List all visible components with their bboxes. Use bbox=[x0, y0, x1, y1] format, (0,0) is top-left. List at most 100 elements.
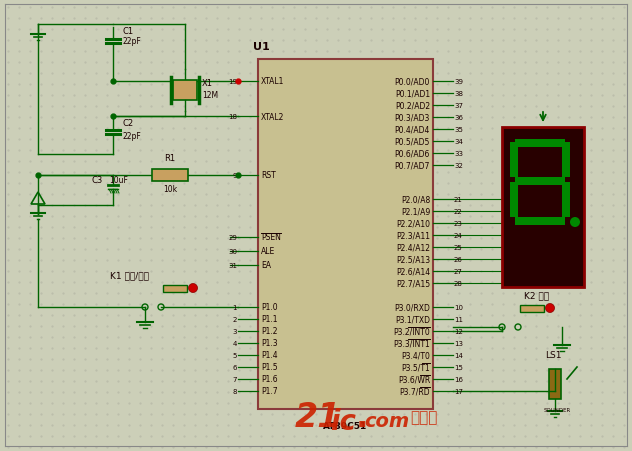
Text: P1.3: P1.3 bbox=[261, 339, 277, 348]
Bar bbox=[163, 285, 187, 292]
Circle shape bbox=[570, 217, 580, 227]
Text: P2.7/A15: P2.7/A15 bbox=[396, 279, 430, 288]
Text: 22pF: 22pF bbox=[122, 37, 141, 46]
Text: P2.0/A8: P2.0/A8 bbox=[401, 195, 430, 204]
Bar bbox=[502, 128, 584, 287]
Bar bbox=[152, 170, 188, 182]
Text: 31: 31 bbox=[228, 262, 237, 268]
Text: P3.5/T1: P3.5/T1 bbox=[401, 363, 430, 372]
Circle shape bbox=[188, 284, 198, 293]
Text: 11: 11 bbox=[454, 316, 463, 322]
Bar bbox=[515, 178, 565, 186]
Text: XTAL2: XTAL2 bbox=[261, 112, 284, 121]
Text: P1.1: P1.1 bbox=[261, 315, 277, 324]
Text: 35: 35 bbox=[454, 127, 463, 133]
Bar bbox=[562, 143, 570, 178]
Text: XTAL1: XTAL1 bbox=[261, 77, 284, 86]
Text: 3: 3 bbox=[233, 328, 237, 334]
Text: P0.6/AD6: P0.6/AD6 bbox=[394, 149, 430, 158]
Bar bbox=[562, 183, 570, 217]
Text: 38: 38 bbox=[454, 91, 463, 97]
Text: P3.7/RD: P3.7/RD bbox=[399, 387, 430, 396]
Text: 10k: 10k bbox=[163, 184, 177, 193]
Text: P3.2/INT0: P3.2/INT0 bbox=[393, 327, 430, 336]
Text: 22pF: 22pF bbox=[122, 132, 141, 141]
Text: 25: 25 bbox=[454, 244, 463, 250]
Text: P0.7/AD7: P0.7/AD7 bbox=[394, 161, 430, 170]
Text: 37: 37 bbox=[454, 103, 463, 109]
Text: 15: 15 bbox=[454, 364, 463, 370]
Text: 30: 30 bbox=[228, 249, 237, 254]
Bar bbox=[549, 369, 561, 399]
Text: 28: 28 bbox=[454, 281, 463, 286]
Text: U1: U1 bbox=[253, 42, 270, 52]
Bar bbox=[173, 81, 197, 101]
Bar bbox=[510, 183, 518, 217]
Text: 34: 34 bbox=[454, 139, 463, 145]
Text: SOUNDER: SOUNDER bbox=[544, 407, 571, 412]
Text: P1.0: P1.0 bbox=[261, 303, 277, 312]
Text: P1.6: P1.6 bbox=[261, 375, 277, 384]
Text: 10: 10 bbox=[454, 304, 463, 310]
Bar bbox=[510, 143, 518, 178]
Text: P3.0/RXD: P3.0/RXD bbox=[394, 303, 430, 312]
Text: 32: 32 bbox=[454, 163, 463, 169]
Text: P2.6/A14: P2.6/A14 bbox=[396, 267, 430, 276]
Text: P2.4/A12: P2.4/A12 bbox=[396, 243, 430, 252]
Text: P3.4/T0: P3.4/T0 bbox=[401, 351, 430, 360]
Text: P3.3/INT1: P3.3/INT1 bbox=[393, 339, 430, 348]
Text: com: com bbox=[364, 412, 410, 431]
Text: P1.2: P1.2 bbox=[261, 327, 277, 336]
Bar bbox=[515, 217, 565, 226]
Text: ic: ic bbox=[330, 407, 356, 435]
Text: P3.6/WR: P3.6/WR bbox=[398, 375, 430, 384]
Text: 1: 1 bbox=[233, 304, 237, 310]
Text: 17: 17 bbox=[454, 388, 463, 394]
Text: P0.1/AD1: P0.1/AD1 bbox=[395, 89, 430, 98]
Text: K1 播放/停止: K1 播放/停止 bbox=[110, 271, 149, 280]
Text: P0.4/AD4: P0.4/AD4 bbox=[394, 125, 430, 134]
Text: C2: C2 bbox=[122, 118, 133, 127]
Text: 39: 39 bbox=[454, 79, 463, 85]
Text: X1: X1 bbox=[202, 78, 213, 87]
Text: P2.2/A10: P2.2/A10 bbox=[396, 219, 430, 228]
Text: 12M: 12M bbox=[202, 91, 218, 100]
Text: PSEN: PSEN bbox=[261, 233, 281, 242]
Text: 2: 2 bbox=[233, 316, 237, 322]
Text: 12: 12 bbox=[454, 328, 463, 334]
Bar bbox=[520, 305, 544, 312]
Text: P0.3/AD3: P0.3/AD3 bbox=[394, 113, 430, 122]
Text: 33: 33 bbox=[454, 151, 463, 156]
Text: 18: 18 bbox=[228, 114, 237, 120]
Text: C1: C1 bbox=[122, 28, 133, 37]
Text: 16: 16 bbox=[454, 376, 463, 382]
Text: 6: 6 bbox=[233, 364, 237, 370]
Text: 24: 24 bbox=[454, 232, 463, 239]
Text: 22: 22 bbox=[454, 208, 463, 215]
Text: 14: 14 bbox=[454, 352, 463, 358]
Text: K2 选择: K2 选择 bbox=[524, 291, 549, 300]
Text: P1.5: P1.5 bbox=[261, 363, 277, 372]
Text: RST: RST bbox=[261, 171, 276, 180]
Text: P1.4: P1.4 bbox=[261, 351, 277, 360]
Circle shape bbox=[545, 304, 554, 313]
Text: 26: 26 bbox=[454, 257, 463, 262]
Text: P2.1/A9: P2.1/A9 bbox=[401, 207, 430, 216]
Text: 36: 36 bbox=[454, 115, 463, 121]
Text: P3.1/TXD: P3.1/TXD bbox=[395, 315, 430, 324]
Text: 电子网: 电子网 bbox=[410, 410, 437, 424]
Text: 5: 5 bbox=[233, 352, 237, 358]
Text: 10uF: 10uF bbox=[109, 176, 128, 185]
Text: P0.0/AD0: P0.0/AD0 bbox=[394, 77, 430, 86]
Text: P2.5/A13: P2.5/A13 bbox=[396, 255, 430, 264]
Text: 23: 23 bbox=[454, 221, 463, 226]
Text: LS1: LS1 bbox=[545, 351, 561, 360]
Text: ALE: ALE bbox=[261, 247, 276, 256]
Text: 7: 7 bbox=[233, 376, 237, 382]
Text: P1.7: P1.7 bbox=[261, 387, 277, 396]
Bar bbox=[515, 140, 565, 147]
Text: 4: 4 bbox=[233, 340, 237, 346]
Text: 21: 21 bbox=[454, 197, 463, 202]
Text: R1: R1 bbox=[164, 154, 176, 163]
Text: 8: 8 bbox=[233, 388, 237, 394]
